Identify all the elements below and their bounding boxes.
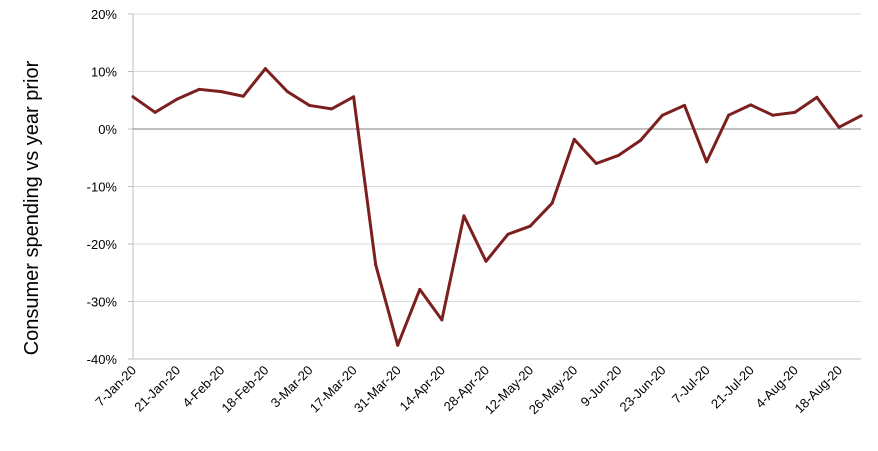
y-tick-label: -10%: [87, 180, 118, 195]
data-point: [285, 90, 289, 94]
data-point: [440, 318, 444, 322]
y-tick-label: -20%: [87, 237, 118, 252]
data-point: [197, 87, 201, 91]
x-tick-label: 18-Aug-20: [792, 363, 846, 417]
data-point: [462, 214, 466, 218]
data-point: [572, 137, 576, 141]
data-point: [330, 107, 334, 111]
data-point: [815, 95, 819, 99]
data-point: [352, 95, 356, 99]
data-point: [749, 103, 753, 107]
y-tick-label: 10%: [91, 65, 117, 80]
data-point: [550, 201, 554, 205]
data-point: [396, 343, 400, 347]
data-point: [263, 67, 267, 71]
x-tick-label: 21-Jan-20: [131, 363, 183, 415]
data-point: [793, 110, 797, 114]
x-tick-label: 21-Jul-20: [708, 363, 757, 412]
data-point: [131, 95, 135, 99]
data-point: [771, 113, 775, 117]
y-tick-label: -30%: [87, 295, 118, 310]
data-point: [506, 232, 510, 236]
x-tick-labels: 7-Jan-2021-Jan-204-Feb-2018-Feb-203-Mar-…: [92, 363, 845, 418]
data-point: [153, 110, 157, 114]
data-point: [727, 113, 731, 117]
data-point: [859, 114, 863, 118]
x-tick-label: 17-Mar-20: [307, 363, 360, 416]
y-axis-title: Consumer spending vs year prior: [21, 60, 43, 355]
x-tick-label: 7-Jul-20: [669, 363, 713, 407]
x-tick-label: 14-Apr-20: [396, 363, 447, 414]
data-point: [219, 90, 223, 94]
series-layer: [131, 67, 863, 347]
data-point: [837, 125, 841, 129]
y-tick-label: -40%: [87, 352, 118, 367]
data-point: [241, 94, 245, 98]
y-tick-labels: 20% 10% 0% -10% -20% -30% -40%: [87, 7, 118, 367]
data-point: [307, 103, 311, 107]
x-tick-label: 18-Feb-20: [218, 363, 271, 416]
data-point: [418, 287, 422, 291]
x-tick-label: 31-Mar-20: [351, 363, 404, 416]
y-tick-label: 0%: [98, 122, 117, 137]
y-tick-label: 20%: [91, 7, 117, 22]
data-point: [594, 162, 598, 165]
axes: [128, 13, 861, 360]
data-point: [616, 153, 620, 157]
data-point: [705, 160, 709, 164]
data-point: [683, 103, 687, 107]
data-point: [660, 113, 664, 117]
x-tick-label: 26-May-20: [526, 363, 581, 418]
data-point: [484, 259, 488, 263]
gridlines: [133, 13, 861, 302]
data-point: [528, 224, 532, 228]
data-point: [638, 139, 642, 142]
series-line: [131, 67, 863, 347]
data-point: [175, 97, 179, 101]
x-tick-label: 23-Jun-20: [617, 363, 669, 415]
data-point: [374, 263, 378, 267]
